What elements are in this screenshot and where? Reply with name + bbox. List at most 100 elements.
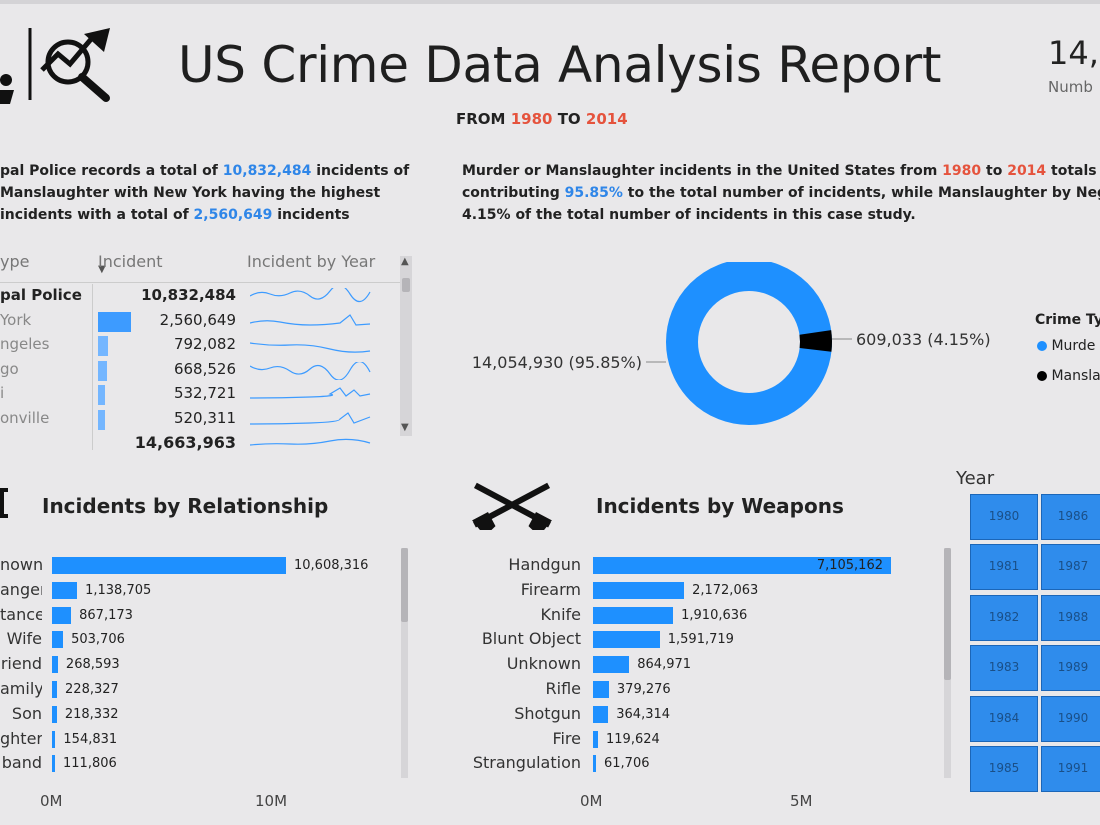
table-cell-incident[interactable]: 792,082 bbox=[173, 335, 236, 353]
table-cell-incident[interactable]: 10,832,484 bbox=[141, 286, 236, 304]
bar[interactable] bbox=[52, 557, 286, 574]
bar[interactable] bbox=[52, 656, 58, 674]
bar[interactable] bbox=[52, 730, 56, 748]
weapons-scroll-thumb[interactable] bbox=[944, 548, 951, 680]
table-cell-name[interactable]: ngeles bbox=[0, 335, 50, 353]
bar[interactable] bbox=[593, 755, 596, 773]
right-narrative: Murder or Manslaughter incidents in the … bbox=[462, 163, 1100, 223]
year-tile[interactable]: 1983 bbox=[970, 645, 1038, 692]
bar-value-label: 7,105,162 bbox=[816, 558, 883, 573]
left-narrative: pal Police records a total of 10,832,484… bbox=[0, 163, 410, 223]
scroll-down-icon[interactable]: ▼ bbox=[401, 422, 409, 433]
bar[interactable] bbox=[593, 730, 599, 748]
year-tile[interactable]: 1986 bbox=[1041, 494, 1100, 540]
manslaughter-data-label: 609,033 (4.15%) bbox=[856, 330, 991, 349]
bar-value-label: 268,593 bbox=[65, 657, 120, 673]
bar-category-label: Shotgun bbox=[514, 703, 581, 723]
table-cell-incident[interactable]: 532,721 bbox=[173, 384, 236, 402]
bar-category-label: Firearm bbox=[520, 579, 581, 599]
page-title: US Crime Data Analysis Report bbox=[178, 36, 942, 94]
year-tile[interactable]: 1982 bbox=[970, 594, 1038, 641]
table-cell-name[interactable]: i bbox=[0, 384, 5, 402]
donut-murder-slice[interactable] bbox=[666, 262, 832, 425]
bar[interactable] bbox=[593, 705, 609, 723]
bar-value-label: 379,276 bbox=[616, 682, 671, 697]
bar-value-label: 111,806 bbox=[63, 756, 117, 772]
scroll-thumb[interactable] bbox=[402, 278, 410, 292]
bar-value-label: 228,327 bbox=[65, 682, 119, 697]
legend-dot-murder bbox=[1037, 341, 1047, 351]
year-tile[interactable]: 1989 bbox=[1041, 645, 1100, 692]
bar-category-label: Knife bbox=[540, 604, 581, 624]
relationship-chart-title: Incidents by Relationship bbox=[42, 494, 329, 518]
table-scrollbar[interactable]: ▲ ▼ bbox=[400, 256, 412, 436]
sparkline bbox=[250, 288, 371, 303]
year-tile[interactable]: 1991 bbox=[1041, 746, 1100, 792]
table-cell-incident[interactable]: 668,526 bbox=[173, 359, 236, 378]
year-tile[interactable]: 1987 bbox=[1041, 544, 1100, 591]
bar-category-label: riend bbox=[0, 654, 42, 674]
col-header-type[interactable]: ype bbox=[0, 252, 30, 271]
bar[interactable] bbox=[593, 606, 674, 624]
logo-icons bbox=[0, 28, 110, 104]
donut-manslaughter-slice[interactable] bbox=[666, 262, 832, 425]
table-cell-name[interactable]: York bbox=[0, 310, 32, 329]
col-header-incident[interactable]: Incident bbox=[98, 252, 163, 271]
year-tile[interactable]: 1985 bbox=[970, 746, 1038, 792]
date-range-subtitle: FROM 1980 TO 2014 bbox=[456, 110, 628, 128]
bar[interactable] bbox=[52, 581, 78, 599]
bar-value-label: 867,173 bbox=[79, 607, 133, 623]
relationship-scroll-thumb[interactable] bbox=[401, 548, 408, 622]
year-tile[interactable]: 1981 bbox=[970, 544, 1038, 591]
bar-value-label: 119,624 bbox=[606, 731, 660, 747]
weapons-chart-title: Incidents by Weapons bbox=[596, 494, 844, 518]
rel-axis-tick-0: 0M bbox=[40, 792, 63, 810]
sparkline bbox=[250, 411, 371, 425]
bar[interactable] bbox=[593, 631, 660, 649]
bar[interactable] bbox=[52, 705, 57, 723]
bar-value-label: 2,172,063 bbox=[692, 582, 759, 598]
bar[interactable] bbox=[52, 606, 72, 624]
bar-category-label: Rifle bbox=[545, 679, 581, 698]
bar[interactable] bbox=[52, 631, 64, 649]
header-divider bbox=[0, 282, 400, 283]
weap-axis-tick-0: 0M bbox=[580, 792, 603, 810]
year-tile[interactable]: 1984 bbox=[970, 695, 1038, 742]
table-cell-incident[interactable]: 2,560,649 bbox=[159, 310, 236, 329]
weap-axis-tick-1: 5M bbox=[790, 792, 813, 810]
table-cell-name[interactable]: onville bbox=[0, 408, 50, 427]
top-border bbox=[0, 0, 1100, 4]
year-tile[interactable]: 1990 bbox=[1041, 695, 1100, 742]
weapons-scrollbar[interactable] bbox=[944, 548, 951, 778]
year-slicer-title: Year bbox=[956, 468, 995, 489]
bar-category-label: Wife bbox=[6, 629, 42, 649]
sort-desc-icon[interactable]: ▼ bbox=[98, 264, 106, 275]
year-tile[interactable]: 1988 bbox=[1041, 594, 1100, 641]
murder-data-label: 14,054,930 (95.85%) bbox=[472, 353, 642, 372]
bar-category-label: Fire bbox=[552, 728, 581, 748]
legend-title: Crime Ty bbox=[1035, 312, 1100, 328]
weapons-bar-chart: Handgun 7,105,162 Firearm 2,172,063 Knife 1,9… bbox=[440, 555, 940, 780]
table-cell-name[interactable]: pal Police bbox=[0, 286, 82, 304]
legend-item-murder[interactable]: Murde bbox=[1037, 338, 1095, 354]
bar[interactable] bbox=[593, 557, 891, 574]
legend-item-manslaughter[interactable]: Mansla bbox=[1037, 368, 1100, 384]
bar[interactable] bbox=[52, 681, 58, 698]
family-icon bbox=[0, 488, 8, 518]
table-cell-name[interactable]: go bbox=[0, 359, 19, 378]
bar[interactable] bbox=[593, 581, 685, 599]
relationship-bar-chart: nown 10,608,316 anger 1,138,705 tance 867,173… bbox=[0, 555, 400, 780]
bar[interactable] bbox=[52, 755, 55, 773]
year-tile[interactable]: 1980 bbox=[970, 494, 1038, 540]
bar-value-label: 1,910,636 bbox=[681, 607, 748, 623]
scroll-up-icon[interactable]: ▲ bbox=[401, 256, 409, 267]
bar-category-label: nown bbox=[0, 555, 42, 574]
table-cell-incident[interactable]: 520,311 bbox=[173, 408, 236, 427]
bar[interactable] bbox=[593, 656, 630, 674]
col-header-by-year[interactable]: Incident by Year bbox=[247, 252, 376, 271]
relationship-scrollbar[interactable] bbox=[401, 548, 408, 778]
bar-category-label: ghter bbox=[0, 728, 42, 748]
column-divider bbox=[92, 284, 93, 450]
bar[interactable] bbox=[593, 681, 609, 698]
bar-value-label: 1,591,719 bbox=[667, 632, 734, 648]
